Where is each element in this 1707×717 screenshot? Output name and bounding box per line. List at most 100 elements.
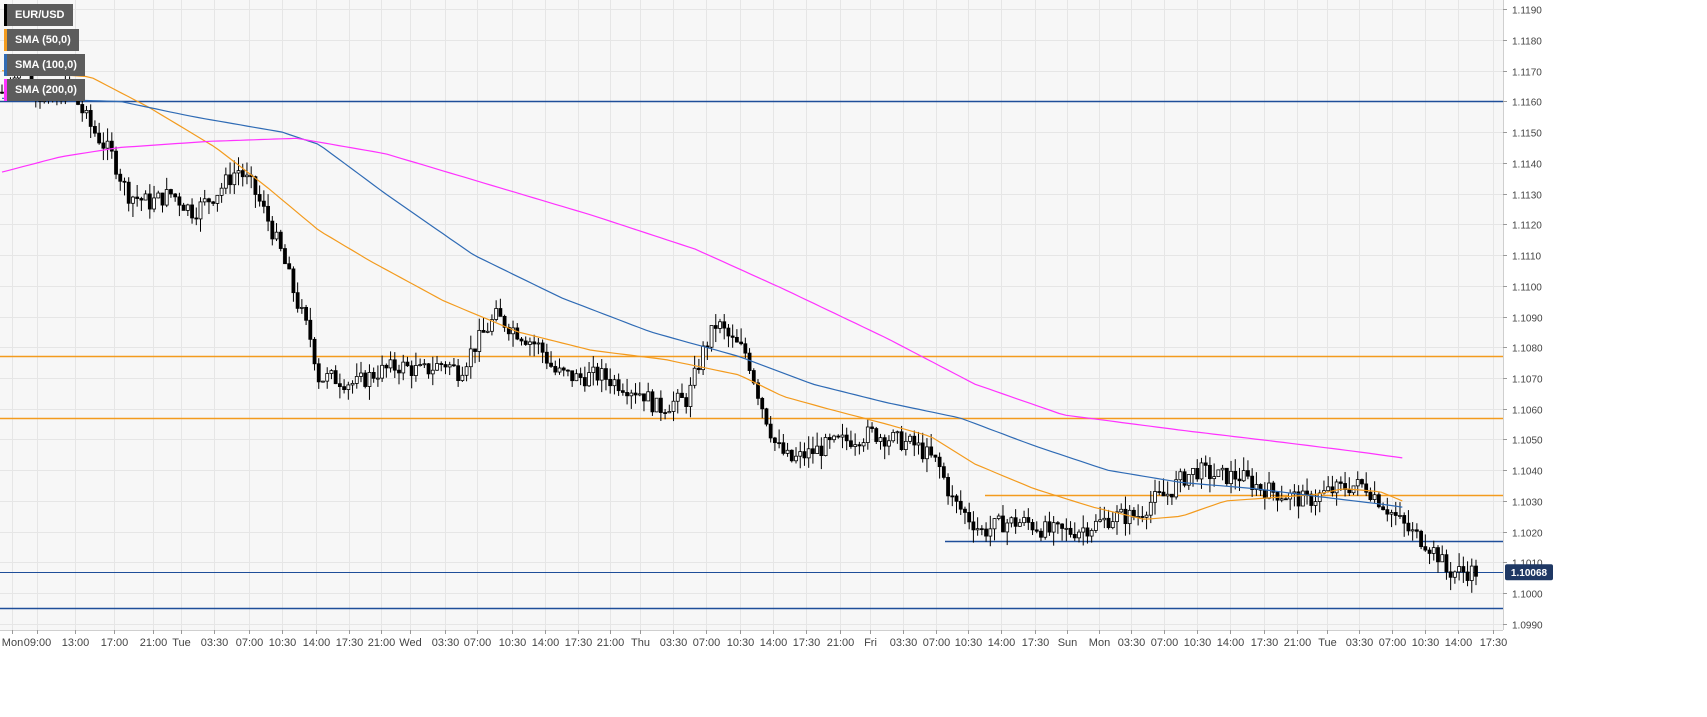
y-tick-label: 1.1030	[1512, 498, 1543, 509]
candle-body	[895, 431, 900, 434]
y-tick-label: 1.1100	[1512, 283, 1542, 294]
candle-body	[654, 397, 659, 413]
y-tick-label: 1.1180	[1512, 37, 1542, 48]
candle-body	[498, 308, 503, 317]
y-tick-label: 1.1150	[1512, 129, 1542, 140]
candle-body	[1364, 483, 1369, 493]
candle-body	[1448, 571, 1453, 578]
candle-body	[443, 364, 448, 368]
candle-body	[1465, 571, 1470, 581]
candle-body	[1005, 522, 1010, 533]
candle-body	[1381, 506, 1385, 511]
y-tick-label: 1.1010	[1512, 559, 1543, 570]
legend-label: EUR/USD	[15, 9, 65, 21]
candle-body	[772, 437, 777, 444]
candle-body	[532, 341, 537, 345]
candle-body	[667, 411, 672, 414]
candle-body	[160, 192, 165, 206]
candle-body	[1098, 519, 1103, 522]
candle-body	[101, 142, 106, 149]
candle-body	[566, 369, 570, 372]
candle-body	[202, 198, 207, 203]
candle-body	[979, 528, 984, 531]
candle-body	[1300, 490, 1305, 507]
candle-body	[903, 440, 908, 450]
legend-item-sma200[interactable]: SMA (200,0)	[4, 79, 85, 101]
candle-body	[1102, 517, 1107, 521]
legend-item-sma100[interactable]: SMA (100,0)	[4, 54, 85, 76]
candle-body	[1334, 481, 1339, 494]
candle-body	[223, 174, 228, 189]
candle-body	[464, 366, 469, 376]
y-tick-label: 1.1000	[1512, 590, 1543, 601]
candle-body	[460, 374, 465, 381]
candle-body	[853, 444, 858, 447]
candle-body	[815, 445, 820, 454]
candle-body	[1305, 490, 1309, 495]
candle-body	[870, 426, 874, 429]
candle-body	[274, 231, 279, 240]
candle-body	[422, 363, 427, 366]
candle-body	[1414, 529, 1419, 532]
candle-body	[1258, 484, 1263, 491]
x-tick-label: Sun	[1058, 637, 1078, 649]
candle-body	[1013, 517, 1018, 527]
plot-background	[0, 0, 1503, 630]
candle-body	[996, 515, 1001, 519]
candle-body	[409, 365, 414, 376]
candle-body	[1051, 522, 1056, 533]
candle-body	[925, 446, 929, 460]
y-tick-label: 1.1070	[1512, 375, 1543, 386]
y-tick-label: 1.1190	[1512, 6, 1542, 17]
candle-body	[963, 508, 967, 513]
candle-body	[984, 528, 988, 537]
x-tick-label: 10:30	[1184, 637, 1212, 649]
candle-body	[760, 397, 765, 410]
candle-body	[80, 104, 85, 114]
candle-body	[228, 174, 232, 186]
candle-body	[1182, 471, 1187, 486]
candle-body	[1009, 517, 1014, 524]
candle-body	[1376, 494, 1381, 508]
candle-body	[1191, 467, 1195, 475]
candle-body	[933, 454, 938, 458]
legend-label: SMA (100,0)	[15, 59, 77, 71]
candle-body	[1119, 508, 1124, 513]
candle-body	[1110, 521, 1115, 529]
x-tick-label: 07:00	[923, 637, 951, 649]
candle-body	[278, 231, 283, 249]
candle-body	[688, 384, 693, 407]
candle-body	[785, 449, 790, 454]
candle-body	[1030, 522, 1035, 531]
candle-body	[109, 140, 114, 152]
candle-body	[0, 91, 4, 94]
candle-body	[380, 364, 385, 379]
candle-body	[405, 361, 410, 367]
candle-body	[612, 379, 617, 387]
y-tick-label: 1.1020	[1512, 529, 1543, 540]
candle-body	[321, 380, 325, 383]
candle-body	[1423, 546, 1428, 551]
y-tick-label: 1.1160	[1512, 98, 1542, 109]
candle-body	[802, 451, 807, 459]
candle-body	[477, 329, 482, 352]
candle-body	[143, 193, 148, 201]
candle-body	[1093, 520, 1098, 531]
candle-body	[354, 376, 359, 384]
candle-body	[384, 364, 389, 369]
candle-body	[582, 377, 587, 387]
candle-body	[333, 370, 338, 385]
y-tick-label: 1.1060	[1512, 406, 1543, 417]
candle-body	[198, 201, 203, 220]
candle-body	[908, 435, 912, 442]
x-tick-label: 10:30	[269, 637, 297, 649]
candle-body	[1347, 489, 1352, 494]
candle-body	[701, 345, 706, 371]
x-tick-label: 17:30	[793, 637, 821, 649]
y-tick-label: 1.1170	[1512, 68, 1542, 79]
y-tick-label: 1.1090	[1512, 314, 1543, 325]
x-tick-label: 14:00	[988, 637, 1016, 649]
legend-item-sma50[interactable]: SMA (50,0)	[4, 29, 79, 51]
legend-item-symbol[interactable]: EUR/USD	[4, 4, 73, 26]
candle-body	[967, 512, 972, 523]
